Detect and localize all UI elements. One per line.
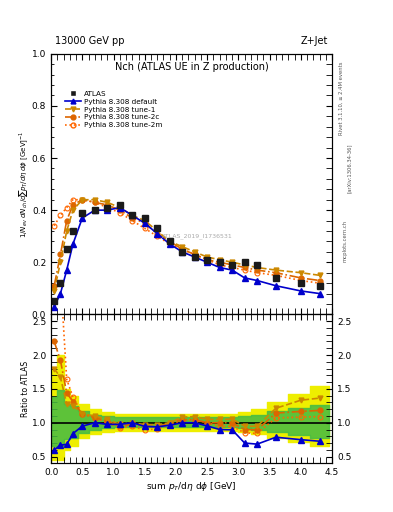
- Text: mcplots.cern.ch: mcplots.cern.ch: [343, 220, 348, 262]
- Text: Z+Jet: Z+Jet: [301, 36, 328, 46]
- Legend: ATLAS, Pythia 8.308 default, Pythia 8.308 tune-1, Pythia 8.308 tune-2c, Pythia 8: ATLAS, Pythia 8.308 default, Pythia 8.30…: [63, 89, 165, 131]
- Y-axis label: $1/N_{ev}$ $dN_{ch}/d\!\sum\!p_T/d\eta\,d\phi$ [GeV]$^{-1}$: $1/N_{ev}$ $dN_{ch}/d\!\sum\!p_T/d\eta\,…: [18, 131, 31, 238]
- Text: 13000 GeV pp: 13000 GeV pp: [55, 36, 125, 46]
- Text: [arXiv:1306.34-36]: [arXiv:1306.34-36]: [347, 143, 352, 193]
- Text: ATLAS_2019_I1736531: ATLAS_2019_I1736531: [162, 233, 233, 239]
- Text: Rivet 3.1.10, ≥ 2.4M events: Rivet 3.1.10, ≥ 2.4M events: [339, 61, 344, 135]
- X-axis label: sum $p_T$/d$\eta$ d$\phi$ [GeV]: sum $p_T$/d$\eta$ d$\phi$ [GeV]: [146, 480, 237, 493]
- Text: Nch (ATLAS UE in Z production): Nch (ATLAS UE in Z production): [115, 61, 268, 72]
- Y-axis label: Ratio to ATLAS: Ratio to ATLAS: [22, 361, 31, 417]
